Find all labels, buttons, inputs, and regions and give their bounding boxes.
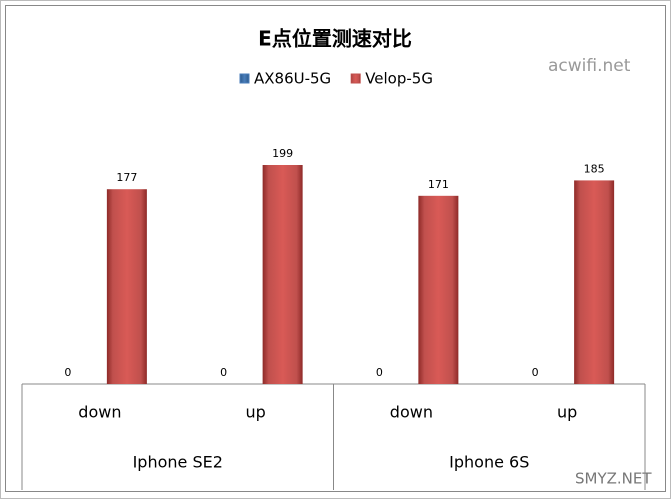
bar — [106, 189, 147, 384]
legend-label: AX86U-5G — [254, 70, 331, 88]
legend-swatch — [350, 73, 361, 84]
group-label: Iphone SE2 — [133, 453, 223, 472]
bar — [418, 195, 459, 384]
data-label: 199 — [272, 147, 293, 160]
data-label: 0 — [220, 366, 227, 379]
data-label: 0 — [532, 366, 539, 379]
x-tick-label: up — [245, 403, 265, 422]
bar — [574, 180, 615, 384]
chart-title: E点位置测速对比 — [258, 27, 412, 51]
x-tick-label: up — [557, 403, 577, 422]
data-label: 171 — [428, 178, 449, 191]
x-tick-label: down — [390, 403, 433, 422]
data-label: 0 — [64, 366, 71, 379]
bar — [262, 165, 303, 384]
group-label: Iphone 6S — [449, 453, 529, 472]
x-tick-label: down — [78, 403, 121, 422]
watermark: acwifi.net — [548, 56, 631, 76]
data-label: 177 — [116, 171, 137, 184]
data-label: 185 — [584, 162, 605, 175]
watermark: SMYZ.NET — [575, 470, 652, 488]
legend-swatch — [239, 73, 250, 84]
legend-label: Velop-5G — [365, 70, 433, 88]
data-label: 0 — [376, 366, 383, 379]
